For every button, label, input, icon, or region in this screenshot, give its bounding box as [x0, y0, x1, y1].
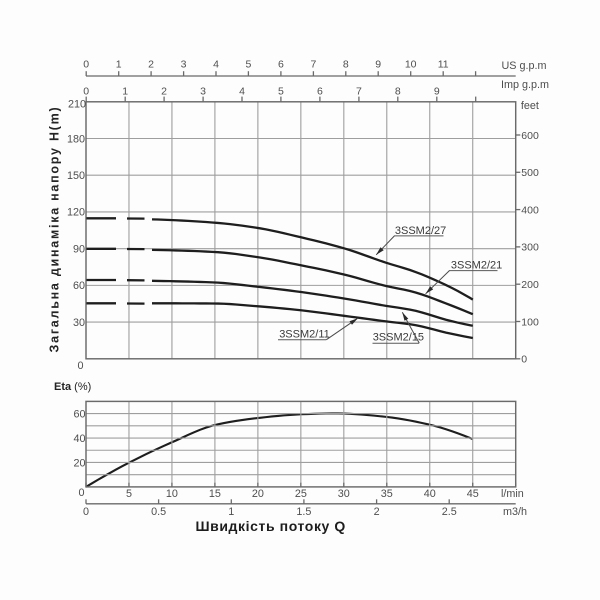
- svg-text:10: 10: [405, 59, 417, 71]
- svg-text:3: 3: [181, 59, 187, 71]
- svg-text:3: 3: [200, 86, 206, 98]
- svg-text:3SSM2/21: 3SSM2/21: [451, 259, 502, 271]
- svg-text:2: 2: [374, 506, 380, 518]
- svg-text:1: 1: [122, 86, 128, 98]
- svg-text:1: 1: [116, 59, 122, 71]
- svg-text:m3/h: m3/h: [503, 506, 527, 518]
- svg-text:20: 20: [252, 488, 264, 500]
- svg-text:Eta (%): Eta (%): [54, 381, 91, 393]
- svg-text:5: 5: [278, 86, 284, 98]
- svg-text:2: 2: [161, 86, 167, 98]
- svg-text:1: 1: [228, 506, 234, 518]
- svg-text:6: 6: [317, 86, 323, 98]
- svg-text:8: 8: [343, 59, 349, 71]
- svg-text:600: 600: [521, 130, 539, 142]
- svg-text:60: 60: [73, 408, 85, 420]
- svg-text:3SSM2/27: 3SSM2/27: [395, 225, 446, 237]
- svg-text:11: 11: [438, 59, 449, 71]
- svg-text:7: 7: [356, 86, 362, 98]
- svg-text:5: 5: [245, 59, 251, 71]
- svg-text:US g.p.m: US g.p.m: [502, 60, 547, 72]
- svg-text:2.5: 2.5: [442, 506, 457, 518]
- svg-text:5: 5: [126, 488, 132, 500]
- svg-text:0: 0: [521, 354, 527, 366]
- svg-text:0: 0: [77, 360, 83, 372]
- svg-text:0: 0: [83, 59, 89, 71]
- svg-text:10: 10: [166, 488, 178, 500]
- svg-text:25: 25: [295, 488, 307, 500]
- svg-text:180: 180: [67, 133, 85, 145]
- svg-text:210: 210: [68, 99, 86, 111]
- svg-text:l/min: l/min: [501, 488, 524, 500]
- svg-text:500: 500: [521, 167, 539, 179]
- svg-text:3SSM2/15: 3SSM2/15: [373, 331, 424, 343]
- svg-text:90: 90: [73, 244, 85, 256]
- svg-text:6: 6: [278, 59, 284, 71]
- svg-text:100: 100: [521, 316, 539, 328]
- svg-text:3SSM2/11: 3SSM2/11: [279, 329, 330, 341]
- svg-text:4: 4: [239, 86, 245, 98]
- svg-text:40: 40: [424, 488, 436, 500]
- svg-text:Imp g.p.m: Imp g.p.m: [501, 79, 549, 91]
- svg-text:4: 4: [213, 59, 219, 71]
- svg-text:2: 2: [148, 59, 154, 71]
- svg-text:0: 0: [83, 86, 89, 98]
- svg-text:40: 40: [73, 433, 85, 445]
- svg-text:30: 30: [338, 488, 350, 500]
- svg-text:7: 7: [310, 59, 316, 71]
- svg-text:120: 120: [67, 207, 85, 219]
- svg-text:9: 9: [375, 59, 381, 71]
- svg-text:20: 20: [73, 457, 85, 469]
- svg-text:0.5: 0.5: [151, 506, 166, 518]
- svg-text:Швидкість потоку Q: Швидкість потоку Q: [195, 518, 345, 534]
- svg-text:400: 400: [521, 204, 539, 216]
- svg-text:60: 60: [73, 280, 85, 292]
- svg-text:15: 15: [209, 488, 221, 500]
- svg-text:Загальна динаміка напору H(m): Загальна динаміка напору H(m): [48, 106, 62, 353]
- svg-text:45: 45: [467, 488, 479, 500]
- svg-text:0: 0: [78, 487, 84, 499]
- svg-text:35: 35: [381, 488, 393, 500]
- svg-text:30: 30: [73, 317, 85, 329]
- svg-text:300: 300: [521, 242, 539, 254]
- svg-text:8: 8: [395, 86, 401, 98]
- svg-text:9: 9: [434, 86, 440, 98]
- svg-text:200: 200: [521, 279, 539, 291]
- svg-text:feet: feet: [521, 100, 539, 112]
- svg-text:0: 0: [83, 506, 89, 518]
- svg-text:1.5: 1.5: [296, 506, 311, 518]
- svg-text:150: 150: [67, 170, 85, 182]
